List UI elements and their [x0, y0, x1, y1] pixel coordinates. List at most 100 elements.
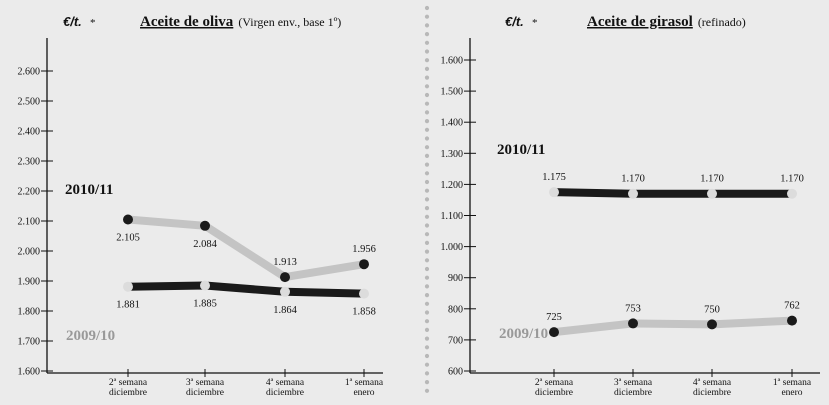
- divider-dot: [424, 162, 430, 167]
- y-tick-label: 1.800: [18, 307, 41, 318]
- x-tick-label: diciembre: [535, 388, 573, 398]
- divider-dot: [424, 232, 430, 237]
- divider-dot: [424, 127, 430, 132]
- data-point: [123, 281, 133, 292]
- divider-dot: [424, 353, 430, 359]
- divider-dot: [424, 345, 430, 350]
- divider-dot: [424, 223, 430, 228]
- data-label: 1.913: [273, 257, 297, 268]
- x-tick-label: 4ª semana: [266, 378, 305, 388]
- y-tick-label: 2.600: [18, 67, 41, 78]
- data-point: [123, 214, 133, 225]
- data-label: 1.170: [780, 174, 804, 185]
- data-point: [549, 327, 559, 338]
- data-point: [787, 188, 797, 199]
- divider-dot: [424, 380, 430, 385]
- data-point: [628, 318, 638, 329]
- x-tick-label: diciembre: [614, 388, 652, 398]
- chart-title: Aceite de oliva: [140, 14, 234, 30]
- data-point: [549, 187, 559, 198]
- divider-dot: [424, 5, 430, 11]
- data-point: [628, 188, 638, 199]
- data-label: 2.084: [193, 239, 217, 250]
- chart-subtitle: (Virgen env., base 1º): [238, 15, 341, 29]
- series-line: [550, 316, 796, 337]
- divider-dot: [424, 136, 430, 141]
- divider-dot: [424, 188, 430, 193]
- y-tick-label: 1.700: [18, 337, 41, 348]
- x-tick-label: diciembre: [693, 388, 731, 398]
- series-name-label: 2009/10: [499, 326, 548, 342]
- data-label: 1.175: [542, 172, 566, 183]
- divider-dot: [424, 110, 430, 115]
- divider-dot: [424, 388, 430, 393]
- y-tick-label: 2.300: [18, 157, 41, 168]
- divider-dot: [424, 145, 430, 150]
- series-line: [550, 188, 796, 198]
- y-tick-label: 1.600: [18, 367, 41, 378]
- data-label: 725: [546, 312, 562, 323]
- y-tick-label: 2.400: [18, 127, 41, 138]
- series-name-label: 2010/11: [65, 182, 113, 198]
- y-tick-label: 2.000: [18, 247, 41, 258]
- series-line: [124, 281, 368, 298]
- divider-dot: [424, 171, 430, 176]
- y-tick-label: 1.600: [441, 56, 464, 67]
- divider-dot: [424, 258, 430, 263]
- x-tick-label: 2ª semana: [109, 378, 148, 388]
- unit-footnote-marker: *: [90, 17, 96, 29]
- data-point: [707, 188, 717, 199]
- chart-subtitle: (refinado): [698, 15, 746, 29]
- y-tick-label: 1.300: [441, 149, 464, 160]
- y-tick-label: 1.900: [18, 277, 41, 288]
- data-point: [707, 319, 717, 330]
- x-tick-label: 3ª semana: [614, 378, 653, 388]
- y-tick-label: 1.500: [441, 87, 464, 98]
- divider-dot: [424, 66, 430, 71]
- divider-dot: [424, 49, 430, 54]
- divider-dot: [424, 336, 430, 341]
- data-label: 762: [784, 301, 800, 312]
- series-name-label: 2010/11: [497, 142, 545, 158]
- y-tick-label: 900: [448, 273, 463, 284]
- data-label: 750: [704, 304, 720, 315]
- x-tick-label: 2ª semana: [535, 378, 574, 388]
- y-tick-label: 800: [448, 304, 463, 315]
- unit-label: €/t.: [63, 14, 82, 29]
- x-tick-label: diciembre: [266, 388, 304, 398]
- y-tick-label: 2.200: [18, 187, 41, 198]
- data-label: 1.170: [700, 174, 724, 185]
- divider-dot: [424, 31, 430, 37]
- x-tick-label: enero: [781, 388, 802, 398]
- divider-dot: [424, 197, 430, 202]
- y-tick-label: 1.200: [441, 180, 464, 191]
- divider-dot: [424, 153, 430, 158]
- x-tick-label: diciembre: [109, 388, 147, 398]
- divider-dot: [424, 301, 430, 306]
- data-label: 1.881: [116, 300, 140, 311]
- data-point: [280, 286, 290, 297]
- y-tick-label: 1.000: [441, 242, 464, 253]
- data-label: 1.885: [193, 299, 217, 310]
- x-tick-label: 4ª semana: [693, 378, 732, 388]
- y-tick-label: 2.100: [18, 217, 41, 228]
- x-tick-label: diciembre: [186, 388, 224, 398]
- divider-dot: [424, 240, 430, 245]
- divider-dot: [424, 58, 430, 63]
- series-name-label: 2009/10: [66, 328, 115, 344]
- data-point: [200, 220, 210, 231]
- data-point: [200, 280, 210, 291]
- y-tick-label: 1.100: [441, 211, 464, 222]
- divider-dot: [424, 319, 430, 324]
- divider-dot: [424, 293, 430, 298]
- divider-dot: [424, 14, 430, 19]
- x-tick-label: 3ª semana: [186, 378, 225, 388]
- data-label: 1.858: [352, 307, 376, 318]
- data-label: 1.956: [352, 244, 376, 255]
- divider-dot: [424, 214, 430, 219]
- unit-label: €/t.: [505, 14, 524, 29]
- divider-dot: [424, 206, 430, 211]
- divider-dot: [424, 310, 430, 315]
- divider-dot: [424, 275, 430, 280]
